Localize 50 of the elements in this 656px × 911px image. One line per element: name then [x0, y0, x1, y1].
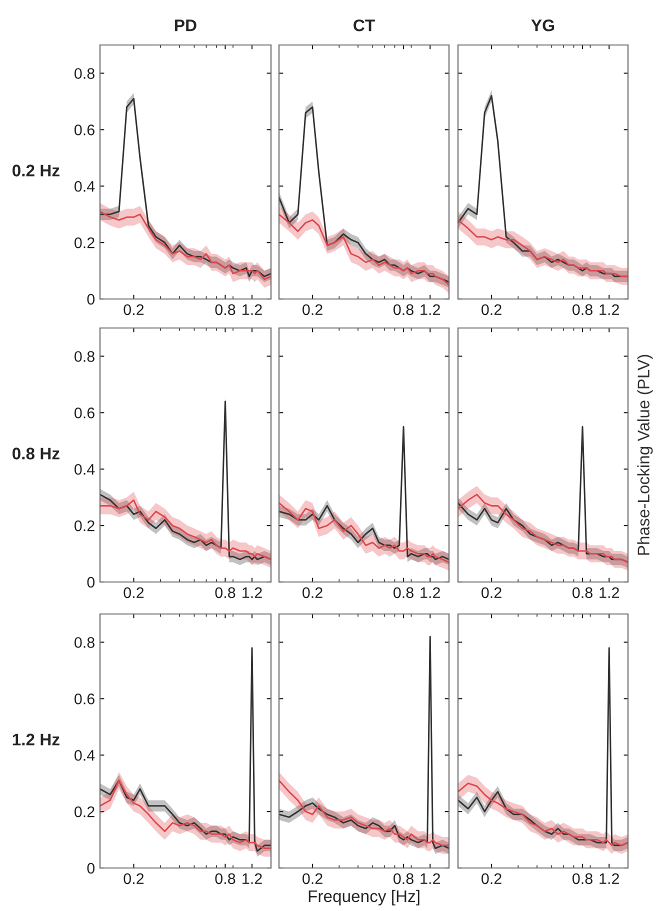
y-tick-label: 0.4: [74, 180, 95, 192]
x-tick-label: 0.2: [482, 304, 502, 316]
x-axis-title: Frequency [Hz]: [308, 890, 420, 906]
x-tick-label: 0.8: [572, 587, 592, 598]
x-tick-label: 1.2: [600, 873, 619, 884]
chart-title: CT: [354, 19, 375, 32]
y-tick-label: 0.8: [74, 637, 94, 648]
x-tick-label: 0.2: [124, 304, 144, 316]
y-tick-label: 0.8: [74, 68, 94, 79]
x-tick-label: 1.2: [242, 587, 262, 598]
x-tick-label: 0.8: [393, 873, 414, 884]
x-tick-label: 0.2: [482, 587, 502, 598]
y-tick-label: 0: [87, 862, 95, 874]
y-tick-label: 0: [87, 294, 95, 305]
x-tick-label: 0.2: [302, 873, 322, 884]
y-tick-label: 0.2: [74, 520, 94, 532]
x-tick-label: 0.8: [215, 587, 236, 598]
y-tick-label: 0.8: [74, 351, 94, 362]
chart-title: PD: [175, 20, 196, 32]
x-tick-label: 0.8: [572, 873, 592, 884]
x-tick-label: 0.8: [215, 873, 236, 884]
y-tick-label: 0.6: [74, 408, 94, 418]
x-tick-label: 1.2: [600, 304, 619, 315]
x-tick-label: 0.2: [124, 873, 144, 884]
x-tick-label: 0.2: [482, 873, 502, 884]
x-tick-label: 1.2: [420, 304, 440, 315]
x-tick-label: 1.2: [242, 873, 262, 884]
x-tick-label: 1.2: [600, 587, 619, 598]
x-tick-label: 0.2: [124, 587, 144, 598]
y-tick-label: 0: [87, 576, 95, 588]
x-tick-label: 1.2: [420, 873, 440, 884]
text: Phase-Locking Value (PLV): [637, 354, 653, 555]
x-tick-label: 0.8: [393, 304, 414, 316]
x-tick-label: 1.2: [242, 304, 262, 315]
y-tick-label: 0.6: [74, 694, 94, 704]
y-tick-label: 0.2: [74, 806, 94, 818]
chart-title: YG: [531, 19, 554, 32]
y-tick-label: 0.6: [74, 124, 94, 136]
x-tick-label: 1.2: [420, 587, 440, 598]
y-axis-title: 1.2 Hz: [12, 734, 60, 746]
y-tick-label: 0.2: [74, 237, 94, 248]
x-tick-label: 0.2: [302, 304, 322, 316]
y-tick-label: 0.4: [74, 750, 95, 761]
y-tick-label: 0.4: [74, 464, 95, 475]
x-tick-label: 0.8: [393, 587, 414, 598]
y-axis-title: 0.8 Hz: [12, 448, 60, 460]
x-tick-label: 0.8: [572, 304, 592, 316]
x-tick-label: 0.8: [215, 304, 236, 316]
x-tick-label: 0.2: [302, 587, 322, 598]
y-axis-title: 0.2 Hz: [12, 164, 60, 176]
